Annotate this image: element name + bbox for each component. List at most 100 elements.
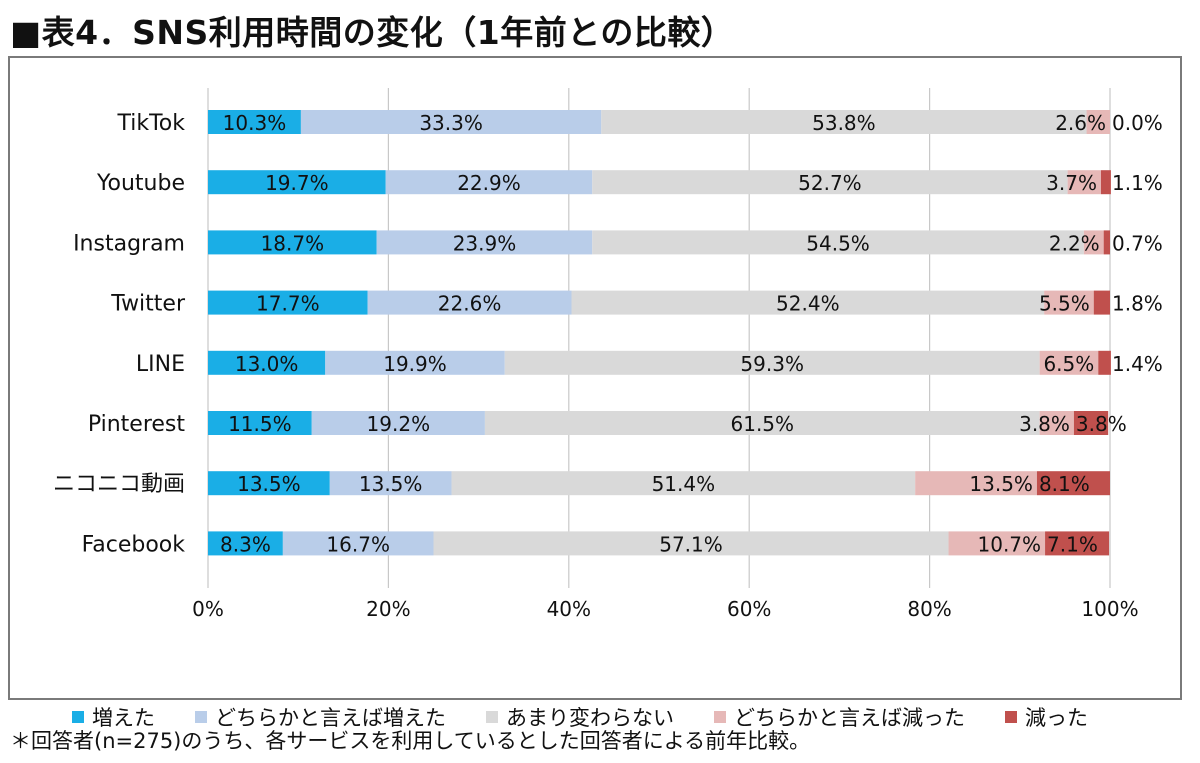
x-tick-label: 100%: [1081, 597, 1138, 621]
bar-segment: [433, 531, 949, 556]
bar-segment: [601, 110, 1087, 134]
data-label: 6.5%: [1043, 352, 1094, 376]
data-label: 33.3%: [419, 111, 483, 135]
data-label: 61.5%: [731, 412, 795, 436]
legend-item: どちらかと言えば増えた: [195, 702, 446, 732]
data-label: 18.7%: [261, 231, 325, 255]
stacked-bar-chart: 0% 20% 40% 60% 80% 100% TikTok 10.3% 33.3% 53.8% 2…: [53, 88, 1163, 621]
bar-segment: [208, 290, 368, 315]
data-label: 2.6%: [1055, 111, 1106, 135]
data-label: 22.9%: [457, 171, 521, 195]
data-label: 23.9%: [453, 231, 517, 255]
bar-segment: [325, 350, 505, 375]
data-label: 13.0%: [235, 352, 299, 376]
bar-segment: [592, 170, 1068, 195]
data-label: 1.8%: [1112, 292, 1163, 316]
data-label: 59.3%: [740, 352, 804, 376]
bar-segment: [1083, 230, 1104, 255]
page-title: ■表4．SNS利用時間の変化（1年前との比較）: [10, 13, 735, 52]
bar-segment: [208, 471, 330, 496]
bar-segment: [592, 230, 1084, 255]
legend-label: どちらかと言えば増えた: [215, 706, 446, 730]
bar-segment: [208, 170, 386, 195]
data-label: 13.5%: [237, 472, 301, 496]
data-label: 10.7%: [978, 532, 1042, 556]
data-label: 7.1%: [1047, 532, 1098, 556]
data-label: 8.3%: [220, 532, 271, 556]
bar-segment: [484, 411, 1040, 435]
data-label: 13.5%: [969, 472, 1033, 496]
bar-segment: [208, 350, 326, 375]
legend-label: 減った: [1025, 706, 1088, 730]
data-label: 8.1%: [1039, 472, 1090, 496]
data-label: 2.2%: [1049, 231, 1100, 255]
category-label: Youtube: [96, 171, 185, 196]
bar-segment: [329, 471, 452, 496]
bar-segment: [1103, 230, 1110, 255]
data-label: 1.4%: [1112, 352, 1163, 376]
x-tick-label: 60%: [727, 597, 771, 621]
bar-segment: [208, 411, 312, 435]
bar-segment: [1044, 290, 1094, 315]
data-label: 52.7%: [798, 171, 862, 195]
bar-segment: [1045, 531, 1110, 556]
legend-swatch: [195, 711, 207, 723]
category-label: Pinterest: [88, 412, 186, 437]
bar-segment: [504, 350, 1040, 375]
category-label: Facebook: [82, 532, 186, 557]
data-label: 22.6%: [438, 292, 502, 316]
data-label: 0.0%: [1112, 111, 1163, 135]
category-label: Twitter: [110, 292, 186, 317]
legend-item: どちらかと言えば減った: [714, 702, 965, 732]
legend-swatch: [714, 711, 726, 723]
legend-item: 減った: [1005, 702, 1088, 732]
category-label: ニコニコ動画: [53, 472, 185, 497]
bar-segment: [385, 170, 593, 195]
data-label: 54.5%: [806, 231, 870, 255]
bar-segment: [915, 471, 1037, 496]
legend-label: あまり変わらない: [506, 706, 674, 730]
legend-swatch: [72, 711, 84, 723]
x-tick-label: 20%: [366, 597, 410, 621]
data-label: 1.1%: [1112, 171, 1163, 195]
bar-segment: [282, 531, 434, 556]
data-label: 53.8%: [812, 111, 876, 135]
data-label: 0.7%: [1112, 231, 1163, 255]
bar-segment: [1036, 471, 1110, 496]
chart-legend: 増えた どちらかと言えば増えた あまり変わらない どちらかと言えば減った 減った: [72, 700, 1182, 734]
data-label: 16.7%: [326, 532, 390, 556]
data-label: 13.5%: [359, 472, 423, 496]
bar-segment: [208, 230, 377, 255]
legend-label: どちらかと言えば減った: [734, 706, 965, 730]
data-label: 57.1%: [659, 532, 723, 556]
category-label: Instagram: [73, 231, 185, 256]
legend-swatch: [486, 711, 498, 723]
bar-segment: [1098, 350, 1111, 375]
bar-segment: [208, 531, 283, 556]
bar-segment: [1067, 170, 1101, 195]
data-label: 19.9%: [383, 352, 447, 376]
category-label: LINE: [136, 352, 185, 377]
x-tick-label: 80%: [907, 597, 951, 621]
bar-segment: [367, 290, 572, 315]
category-label: TikTok: [116, 111, 185, 136]
data-label: 19.7%: [265, 171, 329, 195]
data-label: 11.5%: [228, 412, 292, 436]
bar-segment: [376, 230, 593, 255]
legend-label: 増えた: [92, 706, 155, 730]
footnote: ＊回答者(n=275)のうち、各サービスを利用しているとした回答者による前年比較…: [10, 729, 811, 753]
data-label: 17.7%: [256, 292, 320, 316]
data-label: 10.3%: [223, 111, 287, 135]
data-label: 52.4%: [776, 292, 840, 316]
bar-segment: [300, 110, 602, 134]
bar-segment: [1073, 411, 1109, 435]
data-label: 3.8%: [1019, 412, 1070, 436]
data-label: 3.7%: [1046, 171, 1097, 195]
bar-segment: [948, 531, 1046, 556]
bar-segment: [451, 471, 916, 496]
x-tick-label: 40%: [547, 597, 591, 621]
bar-segment: [1100, 170, 1111, 195]
legend-item: あまり変わらない: [486, 702, 674, 732]
data-label: 5.5%: [1039, 292, 1090, 316]
